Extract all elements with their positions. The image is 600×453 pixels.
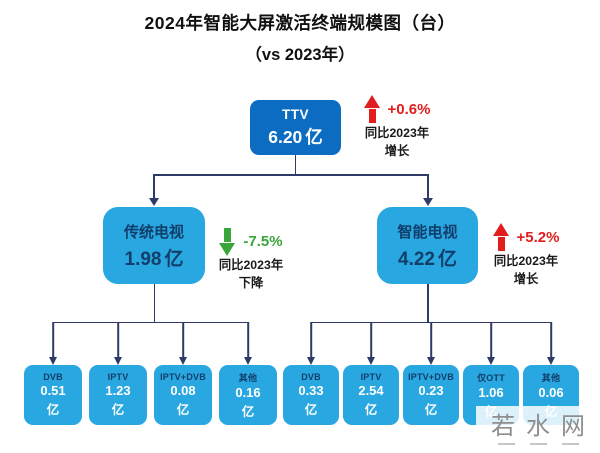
leaf-label: 其他 [541,372,561,383]
root-change-percent: +0.6% [387,101,431,118]
leaf-unit: 亿 [241,404,255,419]
traditional-tv-change-note1: 同比2023年 [218,258,284,272]
branch-value: 4.22 亿 [398,244,457,271]
leaf-value: 0.08 [170,383,196,398]
root-change-note1: 同比2023年 [364,126,430,140]
leaf-value: 1.23 [105,383,131,398]
connector-arrowhead-icon [367,357,375,365]
root-value-number: 6.20 [268,126,303,147]
leaf-value: 0.33 [298,383,324,398]
connector-arrowhead-icon [307,357,315,365]
leaf-label: IPTV [360,372,382,382]
leaf-label: DVB [43,372,63,382]
leaf-value: 0.51 [40,383,66,398]
branch-value-number: 4.22 [398,248,435,270]
root-change-note2: 增长 [384,144,410,158]
leaf-unit: 亿 [424,403,438,417]
leaf-value: 0.16 [235,384,261,400]
connector-right-drop [427,174,429,199]
leaf-unit: 亿 [46,403,60,417]
chart-title-line1: 2024年智能大屏激活终端规模图（台） [144,13,456,33]
leaf-label: IPTV [107,372,129,382]
branch-label: 智能电视 [397,223,458,241]
leaf-label: 其他 [238,372,258,383]
leaf-label: 仅OTT [477,372,505,383]
chart-title: 2024年智能大屏激活终端规模图（台） （vs 2023年） [0,10,600,65]
leaf-unit: 亿 [364,403,378,417]
connector-arrowhead-icon [149,198,159,206]
root-value-unit: 亿 [305,126,323,147]
branch-value-unit: 亿 [164,248,184,270]
connector-leaf-drop [550,321,552,358]
connector-left-branch-stem [153,284,156,322]
connector-arrowhead-icon [427,357,435,365]
watermark: 若水网 [476,406,600,453]
leaf-label: IPTV+DVB [408,372,454,382]
leaf-node: DVB 0.51 亿 [24,321,82,425]
leaf-node: 其他 0.16 亿 [219,321,277,425]
leaf-node: IPTV 2.54 亿 [343,321,399,425]
leaf-value: 0.23 [418,383,444,398]
watermark-caption-marks [497,442,579,446]
connector-leaf-drop [490,321,492,358]
leaf-group-traditional-tv: DVB 0.51 亿 IPTV 1.23 亿 IPTV+DVB 0.08 亿 其他 0.16 亿 [24,321,277,425]
down-arrow-icon [219,227,236,256]
traditional-tv-change-annotation: -7.5% 同比2023年 下降 [204,227,298,292]
connector-leaf-drop [247,321,249,358]
leaf-node: IPTV 1.23 亿 [89,321,147,425]
connector-leaf-drop [370,321,372,358]
leaf-unit: 亿 [176,403,190,417]
leaf-value: 0.06 [538,384,564,400]
branch-value-unit: 亿 [437,248,457,270]
leaf-node: IPTV+DVB 0.08 亿 [154,321,212,425]
leaf-label: IPTV+DVB [160,372,206,382]
connector-root-stem [294,155,297,175]
leaf-label: DVB [301,372,321,382]
connector-arrowhead-icon [487,357,495,365]
connector-leaf-drop [430,321,432,358]
smart-tv-change-note1: 同比2023年 [493,254,559,268]
smart-tv-change-note2: 增长 [513,272,539,286]
connector-leaf-drop [117,321,119,358]
connector-left-drop [153,174,155,199]
root-node-ttv: TTV 6.20 亿 [250,100,341,155]
leaf-unit: 亿 [111,403,125,417]
connector-leaf-drop [52,321,54,358]
connector-arrowhead-icon [423,198,433,206]
smart-tv-change-percent: +5.2% [516,229,560,246]
connector-top-bus [153,174,428,176]
traditional-tv-change-percent: -7.5% [243,233,283,250]
leaf-unit: 亿 [304,403,318,417]
up-arrow-icon [363,95,381,124]
root-change-annotation: +0.6% 同比2023年 增长 [351,95,443,160]
traditional-tv-change-note2: 下降 [238,276,264,290]
root-node-label: TTV [282,106,309,122]
connector-right-branch-stem [427,284,429,322]
connector-left-bus [53,321,249,324]
leaf-node: IPTV+DVB 0.23 亿 [403,321,459,425]
connector-arrowhead-icon [49,357,57,365]
root-node-value: 6.20 亿 [268,124,323,149]
connector-arrowhead-icon [547,357,555,365]
branch-node-traditional-tv: 传统电视 1.98 亿 [103,207,205,284]
smart-tv-change-annotation: +5.2% 同比2023年 增长 [480,223,572,288]
leaf-value: 1.06 [478,384,504,400]
branch-label: 传统电视 [123,223,184,241]
connector-arrowhead-icon [179,357,187,365]
branch-value: 1.98 亿 [125,244,184,271]
connector-leaf-drop [182,321,184,358]
chart-title-line2: （vs 2023年） [245,46,355,64]
branch-node-smart-tv: 智能电视 4.22 亿 [377,207,478,284]
watermark-text: 若水网 [491,412,596,440]
connector-arrowhead-icon [244,357,252,365]
leaf-node: DVB 0.33 亿 [283,321,339,425]
connector-arrowhead-icon [114,357,122,365]
leaf-value: 2.54 [358,383,384,398]
connector-leaf-drop [310,321,312,358]
branch-value-number: 1.98 [124,248,162,270]
up-arrow-icon [492,223,510,252]
